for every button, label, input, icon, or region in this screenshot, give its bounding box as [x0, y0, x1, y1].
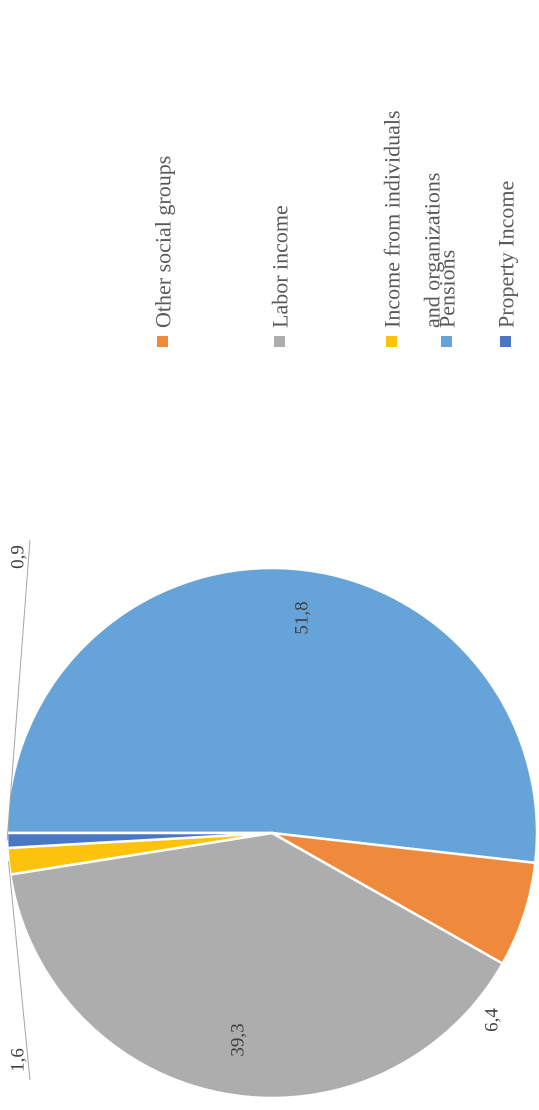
data-label-other-social-groups: 6,4 — [482, 1008, 503, 1032]
pie-slices — [5, 566, 539, 1100]
legend-entry-pensions: Pensions — [435, 250, 460, 347]
data-label-income-from-individuals-and-organizations: 1,6 — [8, 1048, 29, 1072]
leader-line-property-income — [6, 539, 31, 841]
legend-label-labor-income: Labor income — [268, 205, 293, 328]
legend-marker-pensions — [441, 336, 452, 347]
legend-label-other-social-groups: Other social groups — [151, 156, 176, 328]
legend-label-income-from-individuals-and-organizations-line-2: and organizations — [420, 173, 445, 328]
legend-label-property-income: Property Income — [494, 181, 519, 328]
data-label-labor-income: 39,3 — [228, 1023, 249, 1056]
legend-entry-other-social-groups: Other social groups — [151, 156, 176, 347]
legend-marker-property-income — [500, 336, 511, 347]
pie-slice-labor-income — [9, 831, 504, 1100]
legend-label-income-from-individuals-and-organizations-line-1: Income from individuals — [380, 110, 405, 328]
legend-entry-property-income: Property Income — [494, 181, 519, 347]
data-label-property-income: 0,9 — [8, 545, 29, 569]
leader-line-income-from-individuals-and-organizations — [8, 861, 31, 1081]
data-labels: 51,8 6,4 39,3 1,6 0,9 — [8, 545, 503, 1072]
data-label-pensions: 51,8 — [292, 601, 313, 634]
legend-marker-other-social-groups — [157, 336, 168, 347]
legend: Pensions Other social groups Labor income I… — [151, 110, 519, 347]
legend-marker-labor-income — [274, 336, 285, 347]
legend-entry-labor-income: Labor income — [268, 205, 293, 347]
pie-slice-pensions — [5, 566, 539, 865]
legend-label-pensions: Pensions — [435, 250, 460, 328]
legend-marker-income-from-individuals-and-organizations — [386, 336, 397, 347]
leader-lines — [6, 539, 31, 1081]
legend-entry-income-from-individuals-and-organizations: Income from individuals and organizations — [380, 110, 445, 347]
